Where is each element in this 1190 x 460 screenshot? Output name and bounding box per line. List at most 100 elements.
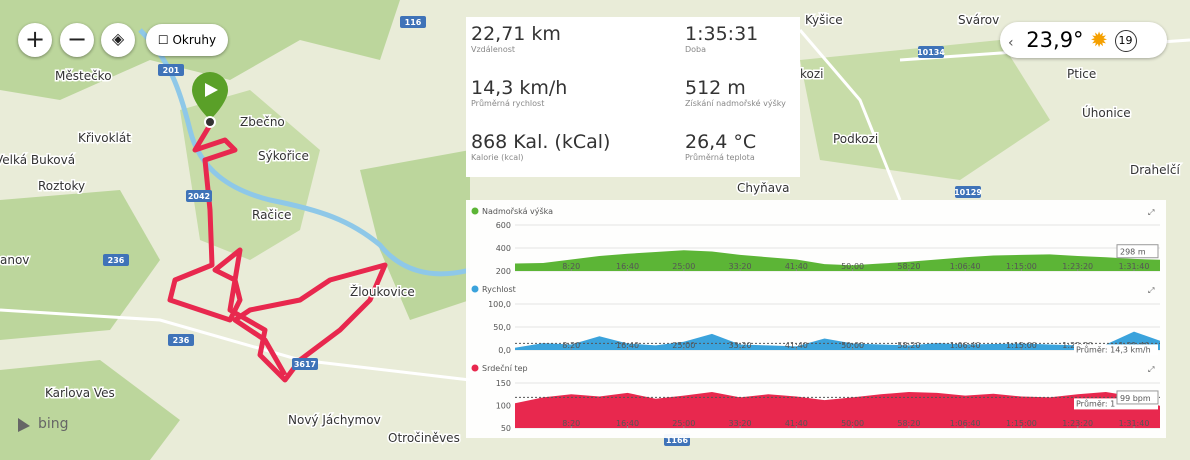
forest bbox=[0, 190, 160, 340]
place-label: Žloukovice bbox=[350, 284, 415, 299]
stat: 26,4 °C Průměrná teplota bbox=[685, 131, 885, 162]
charts-panel: Nadmořská výška ⤢ 200 400 600 8:20 16:40 25:00 3… bbox=[466, 200, 1166, 438]
temperature: 23,9° bbox=[1026, 28, 1084, 52]
x-tick-label: 58:20 bbox=[897, 419, 920, 428]
road-sign bbox=[292, 358, 318, 370]
place-label: Sýkořice bbox=[258, 149, 309, 163]
place-label: Kyšice bbox=[805, 13, 843, 27]
stats-panel: 22,71 km Vzdálenost 1:35:31 Doba 14,3 km/h Pr… bbox=[466, 17, 800, 177]
marker-label: 298 m bbox=[1120, 248, 1146, 257]
attribution: bing bbox=[38, 416, 69, 432]
x-tick-label: 1:15:00 bbox=[1006, 341, 1037, 350]
river bbox=[138, 28, 471, 277]
place-label: Úhonice bbox=[1082, 105, 1131, 120]
start-pin[interactable] bbox=[192, 72, 228, 120]
place-label: Chyňava bbox=[737, 181, 790, 195]
stat: 22,71 km Vzdálenost bbox=[471, 23, 671, 54]
y-tick-label: 400 bbox=[496, 244, 511, 253]
place-label: Městečko bbox=[55, 69, 112, 83]
x-tick-label: 50:00 bbox=[841, 419, 864, 428]
stat: 1:35:31 Doba bbox=[685, 23, 885, 54]
x-tick-label: 33:20 bbox=[729, 341, 752, 350]
x-tick-label: 1:15:00 bbox=[1006, 419, 1037, 428]
stat: 14,3 km/h Průměrná rychlost bbox=[471, 77, 671, 108]
place-label: Svárov bbox=[958, 13, 999, 27]
layers[interactable]: ◈ bbox=[101, 23, 135, 57]
place-label: Zbečno bbox=[240, 115, 285, 129]
weather[interactable]: ‹ 23,9° ✹ 19 bbox=[1000, 22, 1167, 58]
legend-dot bbox=[471, 364, 479, 372]
expand: ⤢ bbox=[1147, 365, 1154, 374]
road-labels: 116 201 2042 236 236 3617 10134 10129 1166 bbox=[103, 16, 982, 446]
y-tick-label: 0,0 bbox=[498, 346, 511, 355]
place-label: Otročiněves bbox=[388, 431, 460, 445]
road-sign bbox=[186, 190, 212, 202]
road-sign bbox=[103, 254, 129, 266]
place-label: Velká Buková bbox=[0, 153, 75, 167]
road-sign bbox=[400, 16, 426, 28]
y-tick-label: 50 bbox=[501, 424, 511, 433]
marker-box bbox=[1116, 244, 1159, 259]
road-number: 201 bbox=[163, 66, 180, 75]
stat-label: Vzdálenost bbox=[471, 45, 516, 54]
bing-logo bbox=[18, 418, 30, 432]
y-tick-label: 100,0 bbox=[488, 300, 511, 309]
x-tick-label: 1:23:20 bbox=[1062, 262, 1093, 271]
layer-toggle-label: Okruhy bbox=[172, 33, 217, 47]
place-label: Račice bbox=[252, 208, 291, 222]
road-number: 10129 bbox=[954, 188, 982, 197]
x-tick-label: 16:40 bbox=[616, 341, 639, 350]
x-tick-label: 1:06:40 bbox=[950, 262, 981, 271]
zoom-out[interactable]: − bbox=[60, 23, 94, 57]
marker-label: 99 bpm bbox=[1120, 394, 1151, 403]
x-tick-label: 8:20 bbox=[562, 262, 580, 271]
average-box bbox=[1074, 344, 1158, 356]
place-label: kozi bbox=[800, 67, 824, 81]
layer-toggle[interactable]: ☐ Okruhy bbox=[146, 24, 228, 56]
x-tick-label: 33:20 bbox=[729, 419, 752, 428]
x-tick-label: 25:00 bbox=[672, 341, 695, 350]
route bbox=[167, 123, 388, 383]
stat: 868 Kal. (kCal) Kalorie (kcal) bbox=[471, 131, 671, 162]
y-tick-label: 600 bbox=[496, 221, 511, 230]
road-sign bbox=[918, 46, 944, 58]
road-sign bbox=[955, 186, 981, 198]
chart-title: Nadmořská výška bbox=[482, 206, 553, 216]
stat-label: Průměrná teplota bbox=[685, 153, 755, 162]
road bbox=[0, 308, 471, 382]
y-tick-label: 100 bbox=[496, 402, 511, 411]
x-tick-label: 50:00 bbox=[841, 341, 864, 350]
forest bbox=[180, 90, 320, 260]
sun-icon: ✹ bbox=[1090, 28, 1108, 52]
x-tick-label: 1:15:00 bbox=[1006, 262, 1037, 271]
place-label: anov bbox=[0, 253, 29, 267]
forest bbox=[800, 40, 1050, 180]
forest bbox=[0, 360, 180, 460]
road-number: 236 bbox=[173, 336, 190, 345]
stat-value: 26,4 °C bbox=[685, 131, 757, 153]
x-tick-label: 1:06:40 bbox=[950, 341, 981, 350]
stat: 512 m Získání nadmořské výšky bbox=[685, 77, 885, 108]
road-number: 10134 bbox=[917, 48, 945, 57]
x-tick-label: 1:31:40 bbox=[1119, 419, 1150, 428]
stat-value: 1:35:31 bbox=[685, 23, 759, 45]
road-number: 236 bbox=[108, 256, 125, 265]
legend-dot bbox=[471, 207, 479, 215]
legend-dot bbox=[471, 285, 479, 293]
road-number: 2042 bbox=[188, 192, 210, 201]
average-label: Průměr: 1 bbox=[1076, 398, 1115, 408]
place-label: Ptice bbox=[1067, 67, 1096, 81]
area bbox=[515, 331, 1160, 350]
y-tick-label: 200 bbox=[496, 267, 511, 276]
place-label: Karlova Ves bbox=[45, 386, 115, 400]
x-tick-label: 25:00 bbox=[672, 419, 695, 428]
x-tick-label: 1:23:20 bbox=[1062, 419, 1093, 428]
x-tick-label: 16:40 bbox=[616, 419, 639, 428]
road-sign bbox=[158, 64, 184, 76]
expand: ⤢ bbox=[1147, 208, 1154, 217]
x-tick-label: 58:20 bbox=[897, 341, 920, 350]
chart-title: Srdeční tep bbox=[482, 363, 528, 373]
zoom-in[interactable]: + bbox=[18, 23, 52, 57]
place-label: Křivoklát bbox=[78, 131, 131, 145]
